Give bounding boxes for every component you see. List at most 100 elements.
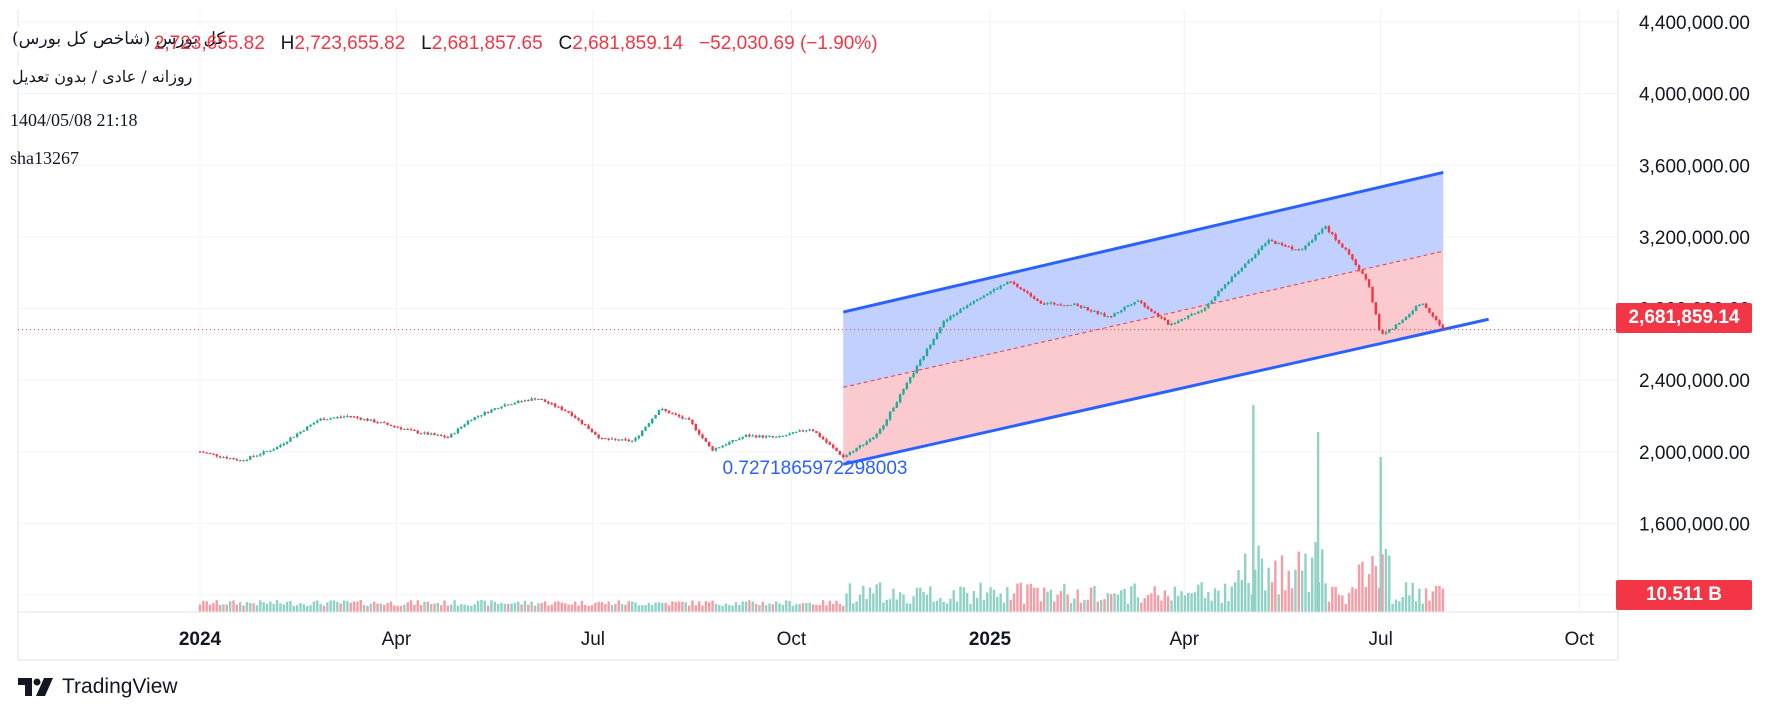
- candle-body: [775, 436, 778, 438]
- volume-bar: [708, 602, 711, 612]
- volume-bar: [875, 584, 878, 612]
- candle-body: [754, 435, 758, 438]
- candle-body: [577, 418, 580, 420]
- candle-body: [446, 437, 450, 439]
- low-label: L: [421, 33, 432, 54]
- candle-body: [778, 436, 781, 438]
- volume-bar: [905, 603, 909, 612]
- candle-body: [996, 288, 999, 290]
- volume-bar: [446, 605, 450, 612]
- candle-body: [865, 441, 868, 445]
- volume-bar: [1193, 592, 1197, 612]
- volume-bar: [795, 604, 798, 612]
- candle-body: [758, 435, 761, 438]
- volume-bar: [1252, 405, 1255, 612]
- candle-body: [259, 454, 262, 456]
- candle-body: [858, 445, 862, 448]
- candle-body: [1113, 313, 1116, 317]
- volume-bar: [862, 585, 865, 612]
- volume-bar: [255, 605, 259, 612]
- candle-body: [1073, 303, 1076, 305]
- volume-bar: [306, 605, 309, 612]
- volume-bar: [624, 604, 627, 612]
- volume-bar: [1200, 582, 1203, 612]
- volume-bar: [1136, 597, 1140, 612]
- candle-body: [1096, 310, 1099, 314]
- candle-body: [218, 456, 222, 458]
- candle-body: [550, 403, 553, 405]
- candle-body: [252, 456, 255, 458]
- volume-bar: [597, 601, 600, 612]
- volume-bar: [1311, 557, 1314, 612]
- candle-body: [356, 416, 359, 418]
- volume-bar: [587, 605, 590, 612]
- volume-bar: [208, 604, 212, 612]
- candle-body: [285, 441, 289, 444]
- candle-body: [627, 439, 630, 442]
- candle-body: [1123, 306, 1126, 311]
- candle-body: [1411, 310, 1414, 315]
- candle-body: [845, 455, 848, 458]
- volume-bar: [691, 600, 694, 612]
- candle-body: [848, 452, 852, 456]
- volume-bar: [1394, 599, 1398, 612]
- volume-bar: [222, 604, 225, 612]
- volume-bar: [553, 601, 557, 612]
- volume-bar: [215, 600, 218, 612]
- candle-body: [433, 433, 436, 436]
- candle-body: [362, 418, 366, 420]
- volume-bar: [1043, 587, 1046, 612]
- candle-body: [1116, 312, 1120, 314]
- channel-lower-fill: [843, 251, 1444, 465]
- candle-body: [480, 415, 483, 417]
- candle-body: [1140, 300, 1143, 303]
- volume-bar: [500, 602, 503, 612]
- volume-bar: [356, 601, 359, 612]
- candle-body: [1257, 250, 1260, 255]
- volume-bar: [1106, 593, 1110, 612]
- candle-body: [1066, 305, 1069, 307]
- volume-bar: [416, 600, 419, 612]
- volume-bar: [952, 590, 955, 612]
- candle-body: [1421, 303, 1424, 305]
- volume-bar: [868, 587, 872, 612]
- candle-body: [1163, 317, 1166, 321]
- volume-bar: [1378, 587, 1381, 612]
- volume-bar: [607, 601, 610, 612]
- candle-body: [945, 319, 949, 322]
- candle-body: [949, 316, 952, 320]
- candle-body: [1317, 232, 1321, 235]
- volume-bar: [898, 592, 902, 612]
- high-value: 2,723,655.82: [294, 33, 406, 54]
- candle-body: [1414, 306, 1418, 311]
- volume-bar: [1227, 601, 1230, 612]
- candle-body: [895, 402, 898, 408]
- volume-bar: [316, 600, 319, 612]
- candle-body: [1200, 310, 1203, 312]
- volume-bar: [1207, 591, 1210, 612]
- volume-bar: [681, 601, 684, 612]
- volume-bar: [1270, 582, 1274, 612]
- volume-bar: [932, 601, 935, 612]
- change-value: −52,030.69 (−1.90%): [699, 33, 878, 54]
- volume-bar: [1180, 591, 1183, 612]
- volume-bar: [319, 603, 322, 612]
- volume-bar: [1009, 600, 1012, 612]
- volume-bar: [1223, 583, 1227, 612]
- volume-bar: [1341, 595, 1344, 612]
- volume-bar: [1016, 583, 1019, 612]
- candle-body: [339, 416, 342, 418]
- volume-bar: [476, 600, 480, 612]
- volume-bar: [1424, 588, 1428, 612]
- y-tick-label: 3,200,000.00: [1639, 228, 1750, 249]
- volume-bar: [1123, 588, 1126, 612]
- volume-bar: [821, 600, 825, 612]
- candle-body: [239, 460, 242, 462]
- volume-bar: [379, 603, 383, 612]
- tradingview-logo[interactable]: TradingView: [18, 675, 178, 699]
- candle-body: [540, 399, 543, 401]
- candle-body: [440, 434, 443, 436]
- candle-body: [1230, 276, 1233, 282]
- candle-body: [1043, 303, 1046, 305]
